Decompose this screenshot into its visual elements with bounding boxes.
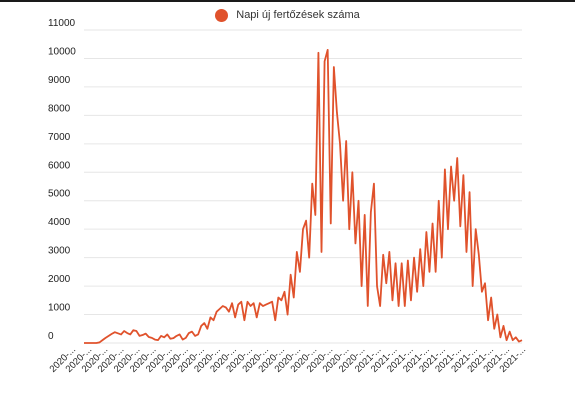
y-tick-label: 3000 (48, 246, 71, 257)
y-tick-label: 8000 (48, 103, 71, 114)
y-tick-label: 2000 (48, 274, 71, 285)
y-tick-label: 11000 (48, 18, 76, 29)
top-border (0, 0, 575, 2)
chart-legend[interactable]: Napi új fertőzések száma (0, 5, 575, 25)
gridlines (84, 29, 522, 344)
y-tick-label: 4000 (48, 217, 71, 228)
y-tick-label: 1000 (48, 303, 71, 314)
series-line[interactable] (84, 49, 523, 344)
series-layer (84, 49, 523, 344)
y-tick-label: 0 (48, 331, 54, 342)
y-tick-label: 9000 (48, 75, 71, 86)
y-axis-ticks: 0 1000 2000 3000 4000 5000 6000 7000 8000 9000 100… (48, 18, 76, 342)
y-tick-label: 10000 (48, 46, 76, 57)
legend-marker (215, 8, 229, 22)
y-tick-label: 6000 (48, 160, 71, 171)
x-axis-ticks: 2020-...2020-...2020-...2020-...2020-...… (48, 344, 529, 375)
y-tick-label: 7000 (48, 132, 71, 143)
y-tick-label: 5000 (48, 189, 71, 200)
legend-label: Napi új fertőzések száma (236, 9, 360, 21)
